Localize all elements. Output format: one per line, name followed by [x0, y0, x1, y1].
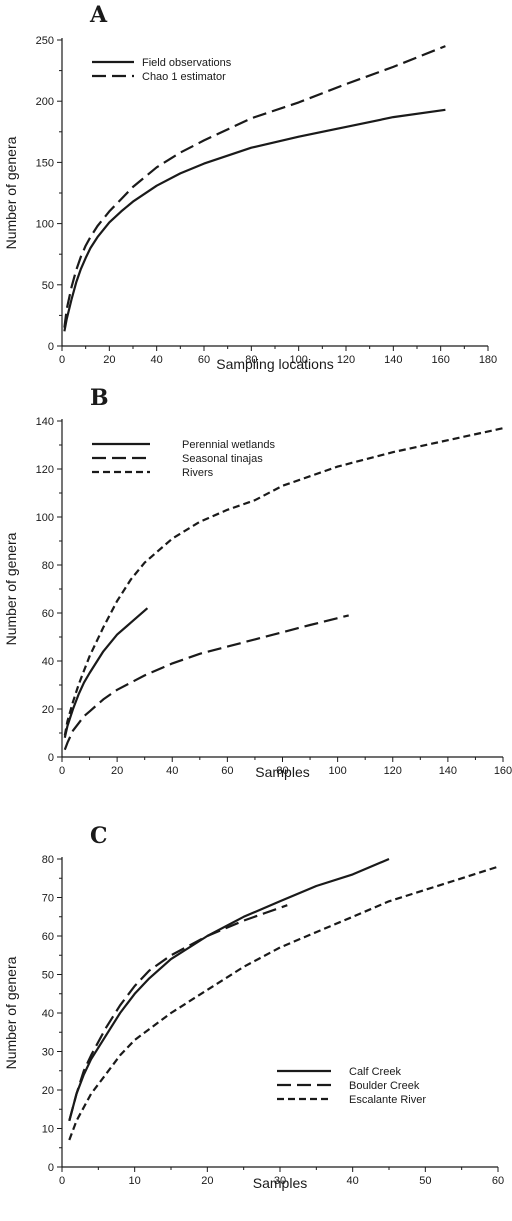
x-tick-label: 40	[166, 765, 178, 777]
y-tick-label: 50	[42, 970, 54, 982]
y-tick-label: 70	[42, 893, 54, 905]
legend-label: Boulder Creek	[349, 1080, 420, 1092]
series-line-perennial-wetlands	[63, 607, 149, 739]
chart-panel-c: C 0 10 20 30 40 50 60 70 80 0 10 20 30 40 50 60 Number of…	[3, 823, 504, 1191]
x-tick-label: 20	[103, 354, 115, 366]
legend-label: Chao 1 estimator	[142, 71, 226, 83]
x-tick-label: 120	[384, 765, 402, 777]
x-axis-label: Samples	[255, 764, 309, 780]
x-axis-label: Sampling locations	[216, 356, 334, 372]
y-axis-label: Number of genera	[3, 136, 19, 249]
legend-label: Seasonal tinajas	[182, 453, 263, 465]
x-tick-label: 100	[328, 765, 346, 777]
y-tick-label: 100	[36, 512, 54, 524]
legend-label: Calf Creek	[349, 1066, 401, 1078]
x-tick-label: 140	[384, 354, 402, 366]
x-tick-label: 20	[201, 1175, 213, 1187]
series-line-seasonal-tinajas	[63, 614, 349, 751]
x-tick-label: 160	[494, 765, 512, 777]
y-tick-label: 80	[42, 854, 54, 866]
x-tick-label: 120	[337, 354, 355, 366]
y-tick-label: 60	[42, 608, 54, 620]
y-tick-label: 20	[42, 1085, 54, 1097]
x-axis-label: Samples	[253, 1175, 307, 1191]
y-tick-label: 250	[36, 35, 54, 47]
legend: Field observations Chao 1 estimator	[92, 57, 232, 83]
x-tick-label: 80	[245, 354, 257, 366]
x-tick-label: 60	[492, 1175, 504, 1187]
y-tick-label: 50	[42, 280, 54, 292]
y-axis-label: Number of genera	[3, 956, 19, 1069]
y-tick-label: 60	[42, 931, 54, 943]
legend-label: Perennial wetlands	[182, 439, 275, 451]
x-tick-label: 40	[347, 1175, 359, 1187]
y-tick-label: 40	[42, 656, 54, 668]
chart-panel-a: A 0 50 100 150 200 250 0 20 40 60 80 100 120 140 160 180…	[3, 2, 497, 372]
x-tick-label: 60	[221, 765, 233, 777]
x-tick-label: 0	[59, 1175, 65, 1187]
panel-letter: C	[90, 823, 108, 849]
x-tick-label: 140	[439, 765, 457, 777]
x-tick-label: 60	[198, 354, 210, 366]
x-tick-label: 160	[431, 354, 449, 366]
x-tick-label: 30	[274, 1175, 286, 1187]
series-line-rivers	[63, 427, 504, 736]
y-tick-label: 80	[42, 560, 54, 572]
x-tick-label: 80	[276, 765, 288, 777]
legend-label: Escalante River	[349, 1094, 426, 1106]
panel-letter: B	[90, 385, 109, 411]
series-line-field-observations	[63, 108, 446, 332]
x-tick-label: 180	[479, 354, 497, 366]
y-axis-label: Number of genera	[3, 532, 19, 645]
y-tick-label: 10	[42, 1124, 54, 1136]
panel-letter: A	[89, 2, 108, 28]
series-line-calf-creek	[68, 857, 390, 1122]
y-tick-label: 20	[42, 704, 54, 716]
series-line-boulder-creek	[68, 904, 288, 1122]
x-tick-label: 50	[419, 1175, 431, 1187]
y-tick-label: 0	[48, 341, 54, 353]
legend-label: Field observations	[142, 57, 232, 69]
y-tick-label: 150	[36, 157, 54, 169]
y-tick-label: 30	[42, 1047, 54, 1059]
chart-panel-b: B 0 20 40 60 80 100 120 140 0 20 40 60 80 100 120 140 160…	[3, 385, 512, 780]
y-tick-label: 120	[36, 464, 54, 476]
x-tick-label: 100	[289, 354, 307, 366]
x-tick-label: 40	[151, 354, 163, 366]
x-tick-label: 0	[59, 765, 65, 777]
series-line-chao-1-estimator	[63, 45, 446, 328]
series-line-escalante-river	[68, 865, 499, 1141]
x-tick-label: 10	[129, 1175, 141, 1187]
y-tick-label: 140	[36, 416, 54, 428]
legend: Perennial wetlands Seasonal tinajas Rivers	[92, 439, 275, 479]
y-tick-label: 100	[36, 219, 54, 231]
legend: Calf Creek Boulder Creek Escalante River	[277, 1066, 426, 1106]
x-tick-label: 0	[59, 354, 65, 366]
x-tick-label: 20	[111, 765, 123, 777]
y-tick-label: 40	[42, 1008, 54, 1020]
legend-label: Rivers	[182, 467, 214, 479]
y-tick-label: 200	[36, 96, 54, 108]
y-tick-label: 0	[48, 1162, 54, 1174]
y-tick-label: 0	[48, 752, 54, 764]
